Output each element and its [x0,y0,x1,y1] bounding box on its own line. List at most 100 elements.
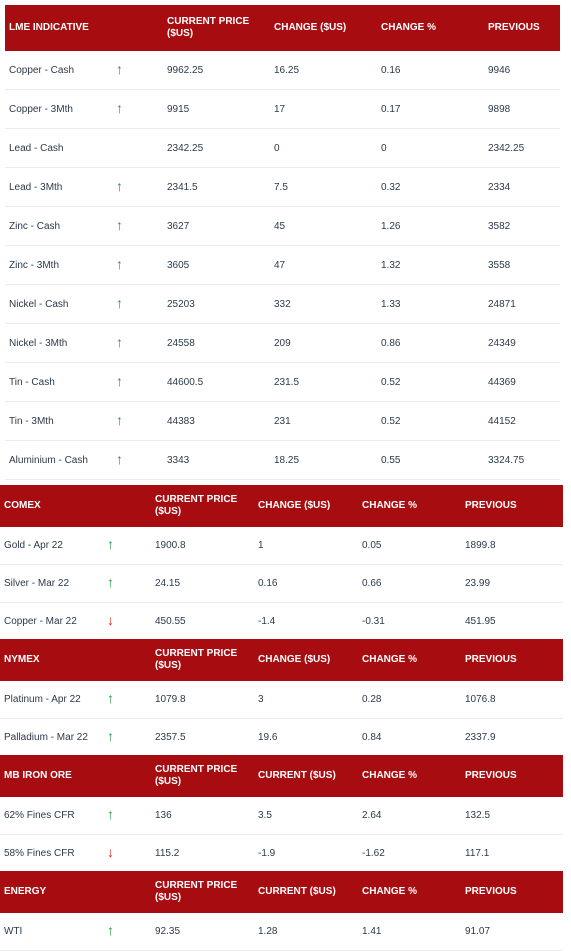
arrow-up-icon: ↑ [107,690,114,706]
column-header-market: LME INDICATIVE [5,5,112,51]
column-header-change-pct: CHANGE % [358,485,461,527]
trend-cell: ↑ [112,167,163,207]
column-header-previous: PREVIOUS [461,871,563,913]
column-header-current-usd: CURRENT ($US) [254,755,358,797]
previous-cell: 132.5 [461,797,563,835]
table-row: Lead - 3Mth ↑ 2341.5 7.5 0.32 2334 [5,167,560,207]
table-row: 58% Fines CFR ↓ 115.2 -1.9 -1.62 117.1 [0,834,563,873]
table-row: Zinc - 3Mth ↑ 3605 47 1.32 3558 [5,245,560,285]
table-row: Copper - 3Mth ↑ 9915 17 0.17 9898 [5,89,560,129]
iron-ore-table: MB IRON ORE CURRENT PRICE ($US) CURRENT … [0,755,563,873]
column-header-trend [103,755,151,797]
current-price-cell: 44600.5 [163,362,270,402]
nymex-table: NYMEX CURRENT PRICE ($US) CHANGE ($US) C… [0,639,563,757]
previous-cell: 451.95 [461,602,563,641]
change-usd-cell: 17 [270,89,377,129]
previous-cell: 1899.8 [461,527,563,565]
arrow-up-icon: ↑ [116,294,123,311]
table-header-row: NYMEX CURRENT PRICE ($US) CHANGE ($US) C… [0,639,563,681]
trend-cell: ↑ [112,89,163,129]
arrow-up-icon: ↑ [107,536,114,552]
change-pct-cell: 0.66 [358,564,461,603]
current-price-cell: 25203 [163,284,270,324]
market-name-cell: Aluminium - Cash [5,440,112,480]
column-header-market: ENERGY [0,871,103,913]
change-pct-cell: -0.31 [358,602,461,641]
previous-cell: 9946 [484,51,560,90]
column-header-previous: PREVIOUS [484,5,560,51]
column-header-current-price: CURRENT PRICE ($US) [151,871,254,913]
change-usd-cell: -1.4 [254,602,358,641]
trend-cell: ↑ [103,718,151,757]
market-name-cell: Lead - Cash [5,128,112,168]
arrow-up-icon: ↑ [116,411,123,428]
change-pct-cell: 0 [377,128,484,168]
arrow-up-icon: ↑ [116,138,123,155]
change-pct-cell: 2.64 [358,797,461,835]
previous-cell: 44152 [484,401,560,441]
change-pct-cell: 0.52 [377,401,484,441]
column-header-current-usd: CURRENT ($US) [254,871,358,913]
trend-cell: ↑ [112,401,163,441]
column-header-change-pct: CHANGE % [358,755,461,797]
table-header-row: LME INDICATIVE CURRENT PRICE ($US) CHANG… [5,5,560,51]
trend-cell: ↑ [112,51,163,90]
current-price-cell: 3605 [163,245,270,285]
market-name-cell: Zinc - Cash [5,206,112,246]
current-price-cell: 2341.5 [163,167,270,207]
current-price-cell: 3343 [163,440,270,480]
change-pct-cell: 0.84 [358,718,461,757]
current-price-cell: 1079.8 [151,681,254,719]
column-header-market: COMEX [0,485,103,527]
change-usd-cell: 45 [270,206,377,246]
change-pct-cell: 1.32 [377,245,484,285]
table-header-row: MB IRON ORE CURRENT PRICE ($US) CURRENT … [0,755,563,797]
change-usd-cell: 332 [270,284,377,324]
change-usd-cell: 1.28 [254,913,358,951]
column-header-trend [103,871,151,913]
trend-cell: ↑ [103,797,151,835]
change-pct-cell: 0.55 [377,440,484,480]
column-header-change-pct: CHANGE % [377,5,484,51]
column-header-previous: PREVIOUS [461,485,563,527]
trend-cell: ↓ [103,834,151,873]
column-header-change-pct: CHANGE % [358,639,461,681]
change-pct-cell: 0.17 [377,89,484,129]
previous-cell: 3558 [484,245,560,285]
arrow-up-icon: ↑ [116,333,123,350]
column-header-change-usd: CHANGE ($US) [254,485,358,527]
previous-cell: 91.07 [461,913,563,951]
column-header-current-price: CURRENT PRICE ($US) [151,639,254,681]
trend-cell: ↑ [112,206,163,246]
arrow-up-icon: ↑ [116,255,123,272]
table-row: WTI ↑ 92.35 1.28 1.41 91.07 [0,913,563,951]
change-pct-cell: 0.16 [377,51,484,90]
change-pct-cell: 0.52 [377,362,484,402]
column-header-change-usd: CHANGE ($US) [270,5,377,51]
trend-cell: ↑ [103,564,151,603]
change-pct-cell: 0.28 [358,681,461,719]
column-header-trend [112,5,163,51]
trend-cell: ↑ [103,527,151,565]
column-header-previous: PREVIOUS [461,755,563,797]
table-row: Tin - 3Mth ↑ 44383 231 0.52 44152 [5,401,560,441]
market-name-cell: Nickel - 3Mth [5,323,112,363]
table-row: Lead - Cash ↑ 2342.25 0 0 2342.25 [5,128,560,168]
arrow-up-icon: ↑ [116,372,123,389]
trend-cell: ↑ [103,681,151,719]
column-header-current-price: CURRENT PRICE ($US) [151,755,254,797]
previous-cell: 9898 [484,89,560,129]
energy-table: ENERGY CURRENT PRICE ($US) CURRENT ($US)… [0,871,563,951]
column-header-market: MB IRON ORE [0,755,103,797]
market-name-cell: Copper - Cash [5,51,112,90]
market-name-cell: WTI [0,913,103,951]
table-row: Palladium - Mar 22 ↑ 2357.5 19.6 0.84 2337.9 [0,718,563,757]
column-header-previous: PREVIOUS [461,639,563,681]
market-name-cell: Lead - 3Mth [5,167,112,207]
market-name-cell: Copper - 3Mth [5,89,112,129]
market-name-cell: Gold - Apr 22 [0,527,103,565]
table-row: Zinc - Cash ↑ 3627 45 1.26 3582 [5,206,560,246]
trend-cell: ↑ [112,284,163,324]
market-name-cell: 58% Fines CFR [0,834,103,873]
column-header-current-price: CURRENT PRICE ($US) [151,485,254,527]
